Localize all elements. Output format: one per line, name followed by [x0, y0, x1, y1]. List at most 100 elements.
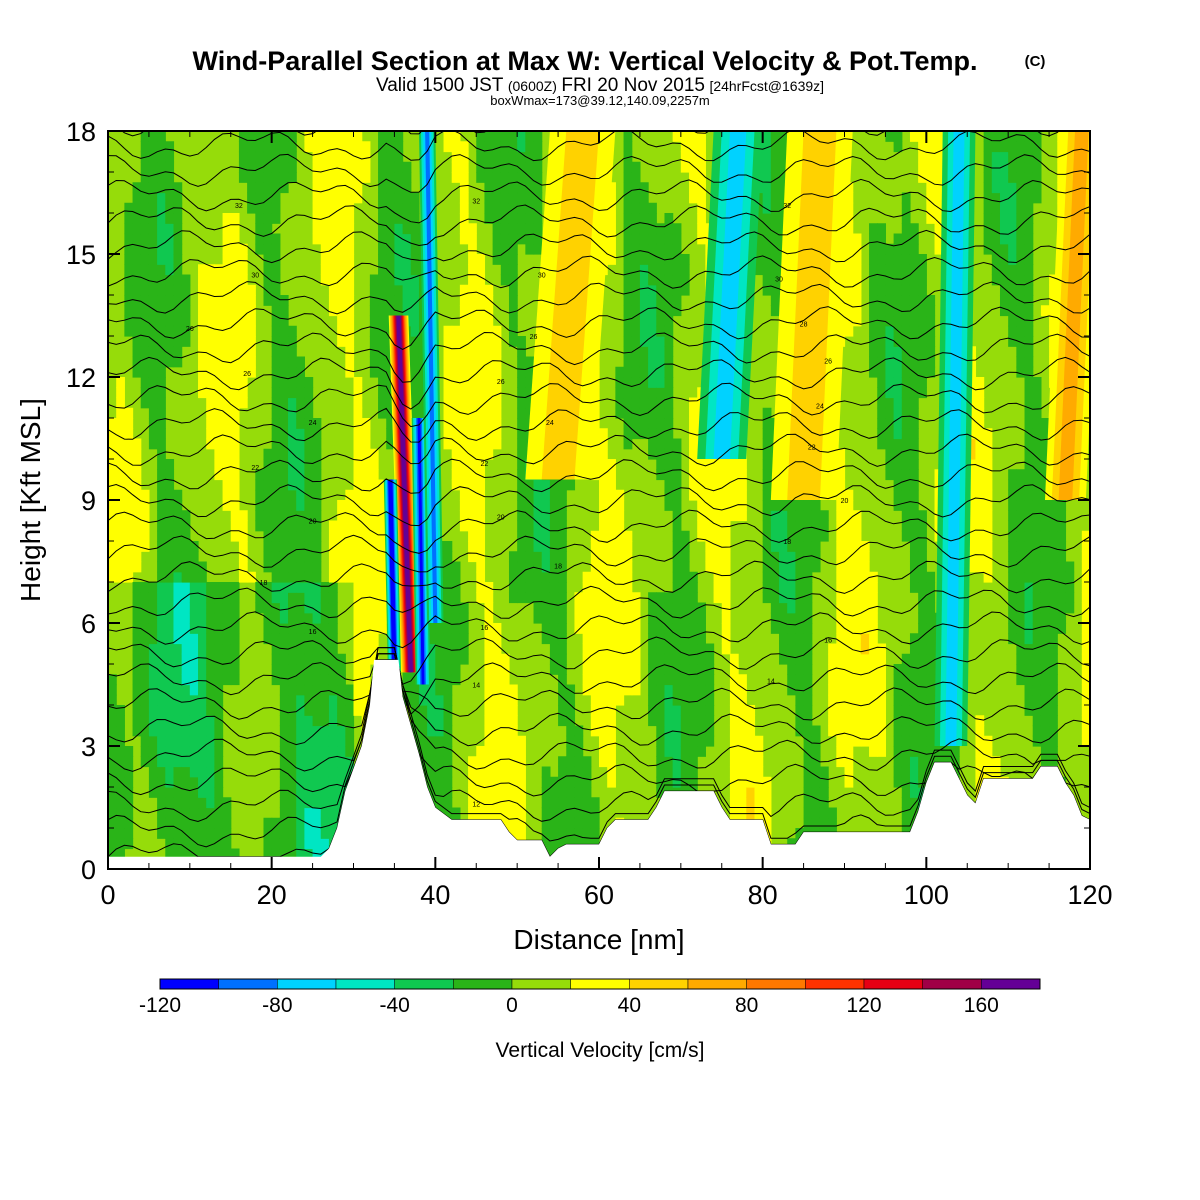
field-cell — [345, 223, 355, 235]
field-cell — [238, 284, 248, 296]
field-cell — [476, 336, 486, 347]
field-cell — [189, 766, 199, 778]
field-cell — [484, 131, 494, 142]
field-cell — [312, 571, 322, 583]
field-cell — [189, 602, 199, 614]
field-cell — [116, 787, 125, 798]
field-cell — [623, 428, 633, 440]
field-cell — [140, 182, 150, 194]
field-cell — [836, 571, 846, 583]
field-cell — [132, 346, 142, 358]
field-cell — [484, 633, 494, 645]
field-cell — [648, 264, 657, 276]
field-cell — [238, 541, 248, 552]
field-cell — [165, 787, 175, 798]
field-cell — [885, 243, 895, 255]
field-cell — [517, 776, 526, 788]
field-cell — [729, 684, 739, 696]
field-cell — [664, 366, 674, 378]
field-cell — [599, 571, 608, 583]
field-cell — [312, 151, 322, 163]
field-cell — [893, 387, 903, 399]
field-cell — [230, 366, 240, 378]
field-cell — [901, 530, 911, 542]
field-cell — [263, 448, 273, 460]
field-cell — [369, 315, 379, 327]
field-cell — [926, 356, 936, 368]
field-cell — [836, 725, 846, 737]
field-cell — [124, 213, 134, 224]
field-cell — [607, 243, 616, 255]
field-cell — [378, 264, 387, 276]
field-cell — [476, 131, 486, 142]
field-cell — [1049, 705, 1058, 716]
field-cell — [901, 469, 911, 481]
field-cell — [337, 766, 346, 778]
field-cell — [108, 807, 117, 819]
field-cell — [705, 694, 715, 706]
field-cell — [345, 284, 355, 296]
field-cell — [1040, 623, 1050, 634]
field-cell — [623, 202, 633, 214]
field-cell — [337, 151, 346, 163]
field-cell — [680, 151, 690, 163]
field-cell — [541, 582, 551, 593]
field-cell — [296, 418, 305, 429]
field-cell — [288, 541, 297, 552]
field-cell — [165, 151, 175, 163]
field-cell — [582, 633, 592, 645]
field-cell — [157, 469, 166, 481]
field-cell — [558, 715, 567, 727]
field-cell — [459, 172, 469, 183]
field-cell — [909, 254, 919, 265]
field-cell — [378, 315, 387, 327]
field-cell — [468, 356, 477, 368]
field-cell — [468, 500, 477, 511]
field-cell — [361, 633, 371, 645]
field-cell — [337, 284, 346, 296]
field-cell — [378, 551, 387, 563]
field-cell — [517, 151, 526, 163]
field-cell — [189, 746, 199, 757]
field-cell — [803, 623, 813, 634]
field-cell — [181, 510, 191, 522]
field-cell — [345, 684, 355, 696]
field-cell — [288, 438, 297, 450]
field-cell — [263, 151, 273, 163]
field-cell — [427, 653, 436, 665]
field-cell — [582, 828, 592, 839]
field-cell — [492, 397, 502, 409]
field-cell — [402, 305, 412, 317]
field-cell — [656, 694, 666, 706]
field-cell — [132, 284, 142, 296]
field-cell — [320, 787, 330, 798]
field-cell — [304, 766, 314, 778]
field-cell — [918, 264, 927, 276]
field-cell — [353, 459, 363, 470]
field-cell — [648, 213, 657, 224]
field-cell — [754, 233, 764, 245]
field-cell — [206, 264, 215, 276]
field-cell — [165, 192, 175, 204]
field-cell — [1032, 397, 1042, 409]
field-cell — [361, 459, 371, 470]
field-cell — [148, 428, 158, 440]
field-cell — [165, 469, 175, 481]
field-cell — [926, 674, 936, 686]
field-cell — [713, 561, 723, 573]
field-cell — [1008, 479, 1017, 491]
field-cell — [484, 284, 494, 296]
field-cell — [312, 694, 322, 706]
field-cell — [230, 479, 240, 491]
field-cell — [1016, 284, 1026, 296]
field-cell — [631, 623, 641, 634]
field-cell — [1016, 161, 1026, 173]
field-cell — [165, 694, 175, 706]
field-cell — [337, 561, 346, 573]
field-cell — [877, 735, 887, 747]
field-cell — [394, 295, 404, 306]
field-cell — [795, 571, 805, 583]
field-cell — [869, 623, 878, 634]
field-cell — [484, 438, 494, 450]
field-cell — [108, 551, 117, 563]
